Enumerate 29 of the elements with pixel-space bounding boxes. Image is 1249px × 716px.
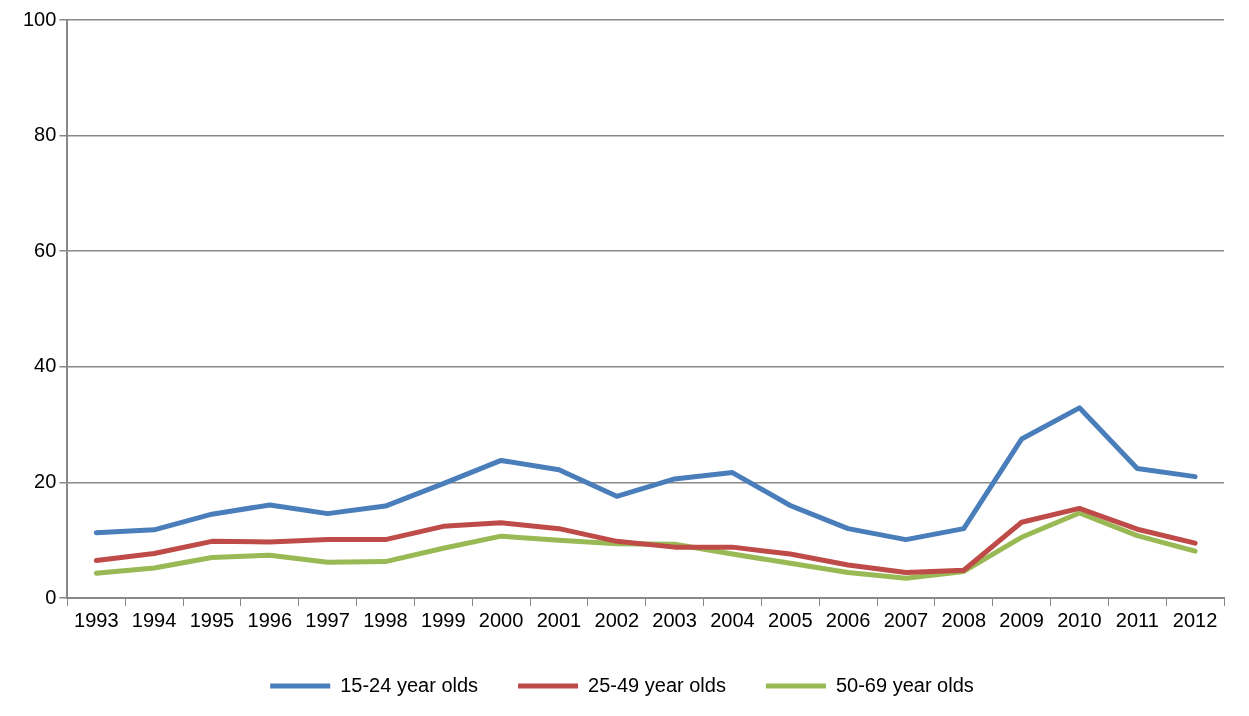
x-tick-label: 2009 xyxy=(999,608,1044,631)
legend-label: 50-69 year olds xyxy=(835,673,974,696)
y-tick-label: 100 xyxy=(22,7,57,30)
x-tick-label: 2006 xyxy=(825,608,871,631)
x-tick-label: 2012 xyxy=(1172,608,1218,631)
x-tick-label: 2003 xyxy=(652,608,697,631)
x-tick-label: 1998 xyxy=(363,608,408,631)
x-tick-label: 1996 xyxy=(247,608,293,631)
x-tick-label: 2011 xyxy=(1115,608,1159,631)
x-tick-label: 2000 xyxy=(478,608,524,631)
legend-label: 15-24 year olds xyxy=(340,673,479,696)
x-tick-label: 1994 xyxy=(131,608,177,631)
x-tick-label: 2008 xyxy=(941,608,987,631)
x-tick-label: 2002 xyxy=(594,608,640,631)
x-tick-label: 1999 xyxy=(421,608,466,631)
x-tick-label: 2004 xyxy=(710,608,755,631)
y-tick-label: 80 xyxy=(34,123,57,146)
x-tick-label: 2001 xyxy=(536,608,582,631)
x-tick-label: 1997 xyxy=(305,608,350,631)
y-tick-label: 0 xyxy=(45,585,57,608)
x-tick-label: 2007 xyxy=(883,608,929,631)
y-tick-label: 20 xyxy=(34,469,57,492)
x-tick-label: 2010 xyxy=(1057,608,1102,631)
x-tick-label: 1995 xyxy=(189,608,235,631)
x-tick-label: 2005 xyxy=(768,608,813,631)
y-tick-label: 40 xyxy=(34,354,57,377)
y-tick-label: 60 xyxy=(34,238,57,261)
legend-label: 25-49 year olds xyxy=(588,673,726,696)
x-tick-label: 1993 xyxy=(74,608,119,631)
